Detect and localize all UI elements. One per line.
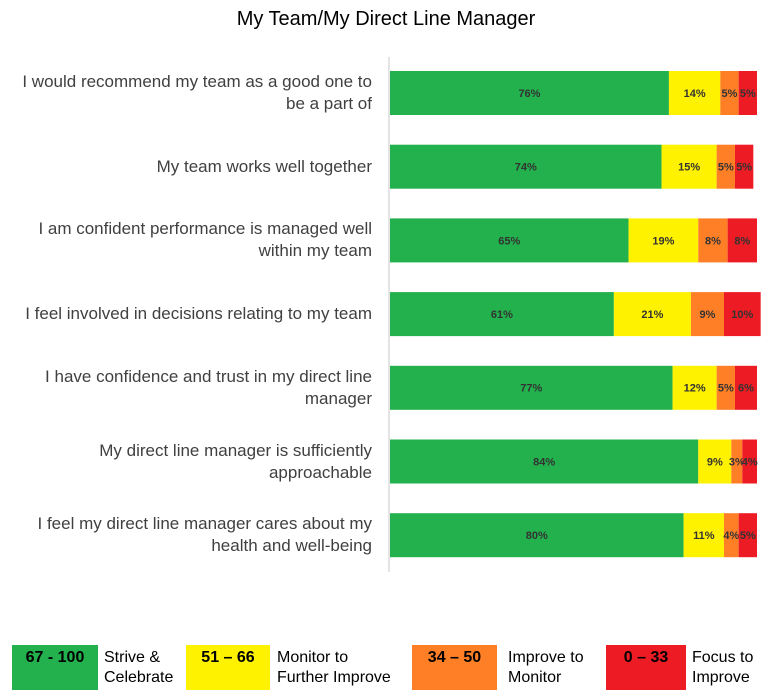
- data-label: 5%: [736, 162, 752, 174]
- data-label: 8%: [734, 235, 750, 247]
- bar-segment: [690, 292, 724, 337]
- category-label: My direct line manager is sufficiently a…: [99, 440, 372, 482]
- data-label: 5%: [718, 162, 734, 174]
- bar-segment: [390, 218, 629, 263]
- data-label: 14%: [684, 88, 706, 100]
- data-label: 5%: [740, 88, 756, 100]
- bar-segment: [723, 513, 739, 558]
- bar-segment: [698, 218, 728, 263]
- bar-segment: [390, 365, 673, 410]
- legend-swatch: 51 – 66: [186, 645, 270, 690]
- category-label: My team works well together: [156, 156, 372, 176]
- bar-segment: [723, 292, 761, 337]
- data-label: 80%: [526, 530, 548, 542]
- bar-segment: [390, 71, 669, 115]
- bar-segment: [661, 144, 717, 189]
- data-label: 12%: [684, 383, 706, 395]
- bar-segment: [716, 144, 735, 189]
- data-label: 84%: [533, 456, 555, 468]
- legend-swatch: 0 – 33: [606, 645, 686, 690]
- data-label: 10%: [731, 309, 753, 321]
- category-label: I have confidence and trust in my direct…: [45, 366, 372, 408]
- bar-segment: [720, 71, 739, 115]
- data-label: 61%: [491, 309, 513, 321]
- bar-segment: [613, 292, 691, 337]
- data-label: 5%: [718, 383, 734, 395]
- bar-segment: [738, 513, 757, 558]
- category-label: I am confident performance is managed we…: [38, 219, 372, 261]
- data-label: 76%: [518, 88, 540, 100]
- bar-segment: [716, 365, 735, 410]
- data-label: 5%: [722, 88, 738, 100]
- bar-segment: [731, 439, 743, 484]
- data-label: 5%: [740, 530, 756, 542]
- chart: 76% 14% 5% 5%74% 15% 5% 5%65% 19% 8% 8%61% 21% 9% 10…: [388, 57, 761, 572]
- data-label: 4%: [742, 456, 758, 468]
- bar-segment: [727, 218, 757, 263]
- bar-segment: [672, 365, 717, 410]
- bar-segment: [738, 71, 757, 115]
- data-label: 8%: [705, 235, 721, 247]
- data-label: 4%: [723, 530, 739, 542]
- bar-segment: [390, 513, 684, 558]
- data-label: 65%: [498, 235, 520, 247]
- category-label: I feel my direct line manager cares abou…: [37, 514, 372, 556]
- legend-swatch: 67 - 100: [12, 645, 98, 690]
- bar-segment: [628, 218, 699, 263]
- chart-title: My Team/My Direct Line Manager: [236, 8, 536, 30]
- data-label: 74%: [515, 162, 537, 174]
- legend-swatch: 34 – 50: [412, 645, 497, 690]
- bar-segment: [698, 439, 732, 484]
- bar-segment: [390, 439, 699, 484]
- data-label: 15%: [678, 162, 700, 174]
- data-label: 11%: [693, 530, 715, 542]
- data-label: 19%: [652, 235, 674, 247]
- bar-segment: [668, 71, 721, 115]
- data-label: 3%: [729, 456, 745, 468]
- bar-segment: [390, 292, 614, 337]
- bar-segment: [734, 365, 757, 410]
- category-label: I would recommend my team as a good one …: [22, 72, 372, 113]
- bar-segment: [734, 144, 754, 189]
- bar-segment: [742, 439, 757, 484]
- bar-segment: [390, 144, 662, 189]
- legend-label: Strive & Celebrate: [104, 649, 174, 686]
- legend-label: Improve to Monitor: [508, 649, 584, 686]
- data-label: 9%: [700, 309, 716, 321]
- category-label: I feel involved in decisions relating to…: [25, 304, 372, 324]
- data-label: 21%: [641, 309, 663, 321]
- data-label: 77%: [520, 383, 542, 395]
- legend-label: Monitor to Further Improve: [277, 649, 391, 686]
- legend-label: Focus to Improve: [692, 649, 754, 686]
- data-label: 9%: [707, 456, 723, 468]
- data-label: 6%: [738, 383, 754, 395]
- bar-segment: [683, 513, 724, 558]
